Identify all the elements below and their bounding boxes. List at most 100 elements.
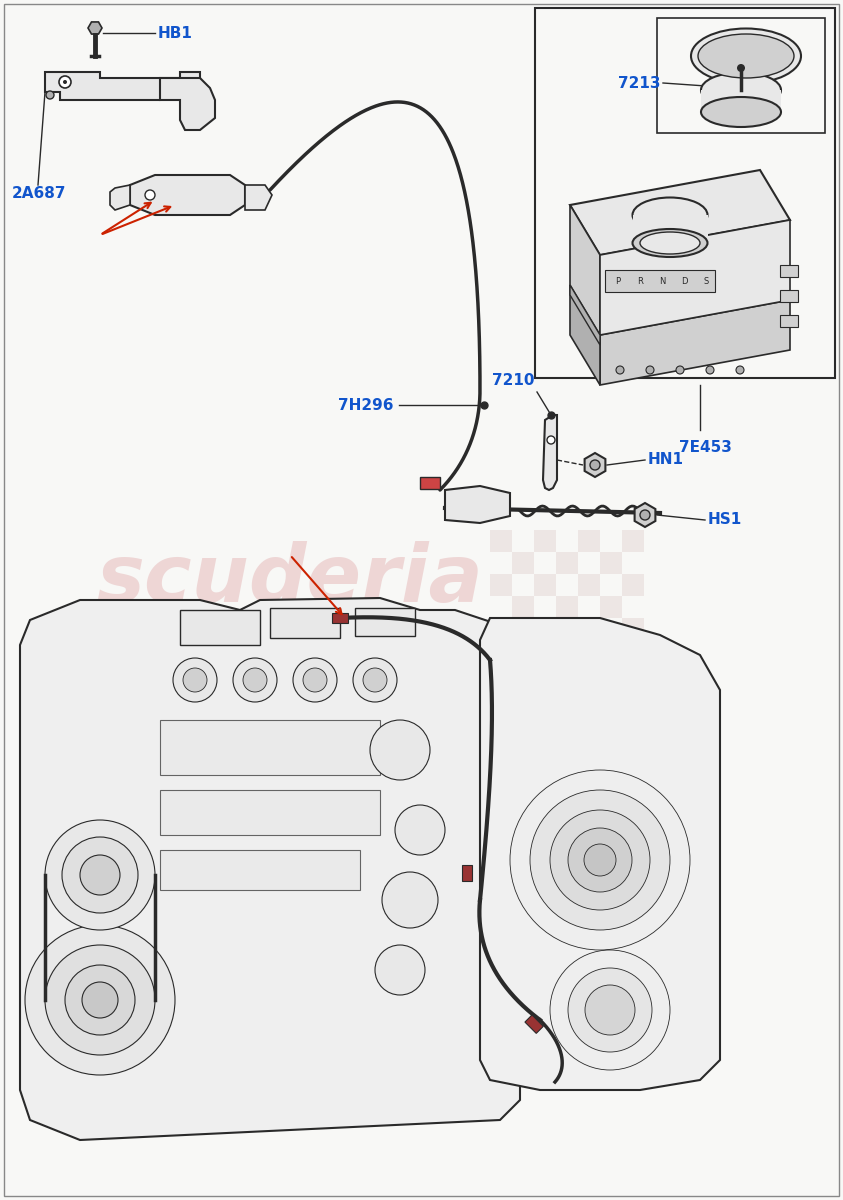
Bar [180, 610, 260, 646]
Text: scuderia: scuderia [97, 541, 483, 619]
Ellipse shape [698, 34, 794, 78]
Bar [462, 865, 472, 881]
Text: c a r  p a r t s: c a r p a r t s [178, 618, 402, 652]
Bar [525, 1015, 544, 1033]
Polygon shape [570, 205, 600, 335]
Bar [622, 574, 644, 596]
Bar [534, 618, 556, 640]
Text: 7213: 7213 [619, 76, 661, 90]
Ellipse shape [632, 229, 707, 257]
Circle shape [585, 985, 635, 1034]
Circle shape [293, 658, 337, 702]
Bar [490, 662, 512, 684]
Text: R: R [637, 276, 643, 286]
Bar [556, 640, 578, 662]
Bar [600, 552, 622, 574]
Polygon shape [130, 175, 245, 215]
Ellipse shape [701, 72, 781, 108]
Polygon shape [110, 185, 130, 210]
Bar [535, 8, 835, 378]
Bar [355, 608, 415, 636]
Bar [578, 618, 600, 640]
Bar [657, 18, 825, 133]
Bar [578, 530, 600, 552]
Polygon shape [600, 220, 790, 335]
Circle shape [25, 925, 175, 1075]
Polygon shape [635, 503, 655, 527]
Polygon shape [45, 72, 200, 100]
Circle shape [590, 460, 600, 470]
Circle shape [46, 91, 54, 98]
Circle shape [550, 950, 670, 1070]
Circle shape [375, 946, 425, 995]
Polygon shape [20, 598, 520, 1140]
Circle shape [395, 805, 445, 854]
Text: HS1: HS1 [708, 512, 742, 528]
Circle shape [233, 658, 277, 702]
Ellipse shape [632, 198, 707, 233]
Ellipse shape [691, 29, 801, 84]
Polygon shape [445, 486, 510, 523]
Polygon shape [245, 185, 272, 210]
Bar [490, 618, 512, 640]
Polygon shape [570, 284, 600, 385]
Circle shape [547, 436, 555, 444]
Bar [556, 596, 578, 618]
Text: N: N [659, 276, 665, 286]
Circle shape [706, 366, 714, 374]
Bar [600, 596, 622, 618]
Bar [633, 215, 708, 242]
Bar [534, 662, 556, 684]
Circle shape [173, 658, 217, 702]
Circle shape [303, 668, 327, 692]
Polygon shape [570, 284, 600, 346]
Polygon shape [570, 170, 790, 254]
Circle shape [82, 982, 118, 1018]
Circle shape [737, 64, 745, 72]
Bar [160, 790, 380, 835]
Bar [578, 662, 600, 684]
Text: P: P [615, 276, 620, 286]
Circle shape [243, 668, 267, 692]
Text: 7E453: 7E453 [679, 440, 732, 455]
Bar [534, 530, 556, 552]
Bar [605, 270, 715, 292]
Circle shape [568, 828, 632, 892]
Bar [556, 552, 578, 574]
Circle shape [62, 838, 138, 913]
Text: 7H296: 7H296 [339, 397, 394, 413]
Bar [622, 662, 644, 684]
Circle shape [676, 366, 684, 374]
Polygon shape [88, 22, 102, 34]
Bar [578, 574, 600, 596]
Circle shape [63, 80, 67, 84]
Polygon shape [480, 618, 720, 1090]
Text: 2A687: 2A687 [12, 186, 67, 200]
Bar [780, 314, 798, 326]
Circle shape [568, 968, 652, 1052]
Bar [270, 608, 340, 638]
Bar [512, 640, 534, 662]
Bar [420, 476, 440, 490]
Bar [490, 574, 512, 596]
Text: 7210: 7210 [492, 373, 535, 388]
Bar [512, 552, 534, 574]
Circle shape [183, 668, 207, 692]
Bar [160, 720, 380, 775]
Circle shape [363, 668, 387, 692]
Text: HB1: HB1 [158, 25, 193, 41]
Text: S: S [703, 276, 709, 286]
Bar [512, 596, 534, 618]
Polygon shape [543, 415, 557, 490]
Circle shape [59, 76, 71, 88]
Circle shape [145, 190, 155, 200]
Bar [780, 265, 798, 277]
Circle shape [65, 965, 135, 1034]
Text: D: D [681, 276, 687, 286]
Bar [534, 574, 556, 596]
Circle shape [382, 872, 438, 928]
Bar [600, 640, 622, 662]
Polygon shape [584, 452, 605, 476]
Polygon shape [160, 78, 215, 130]
Circle shape [80, 854, 120, 895]
